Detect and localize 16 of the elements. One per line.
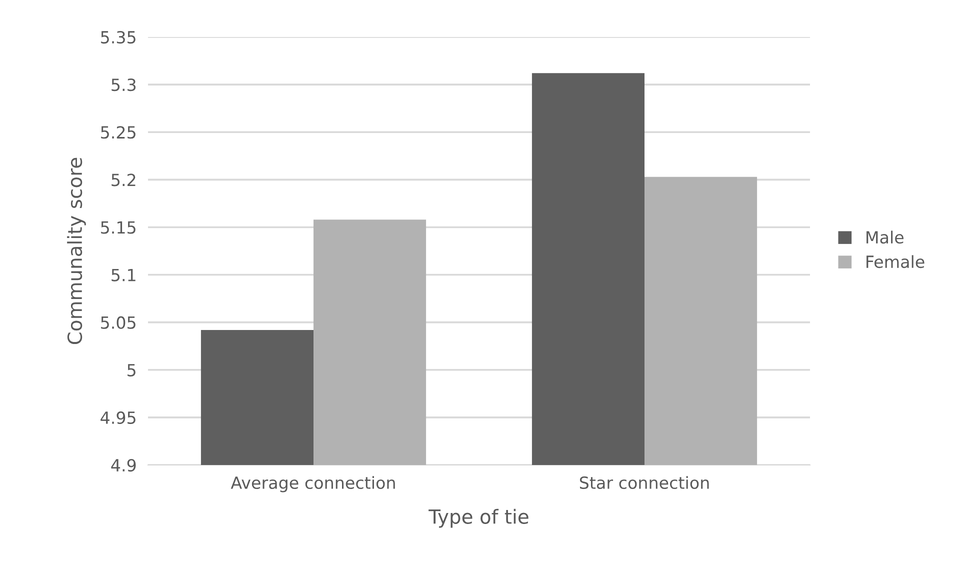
y-tick-label: 5.1 xyxy=(112,268,136,282)
y-tick-label: 5.3 xyxy=(112,78,136,92)
y-tick-label: 5.25 xyxy=(101,126,136,139)
x-axis-title: Type of tie xyxy=(428,508,528,528)
y-tick-label: 4.9 xyxy=(111,458,136,472)
y-tick-label: 5.35 xyxy=(101,30,136,44)
legend-label: Female xyxy=(866,255,924,268)
y-tick-label: 5 xyxy=(128,364,136,376)
y-axis-title: Communality score xyxy=(67,158,86,344)
y-tick-label: 4.95 xyxy=(100,411,136,424)
y-tick-label: 5.15 xyxy=(101,221,136,234)
y-tick-label: 5.2 xyxy=(112,174,136,186)
x-tick-label: Star connection xyxy=(580,476,709,490)
legend-label: Male xyxy=(866,230,904,244)
y-tick-label: 5.05 xyxy=(101,316,136,329)
x-tick-label: Average connection xyxy=(230,476,395,492)
